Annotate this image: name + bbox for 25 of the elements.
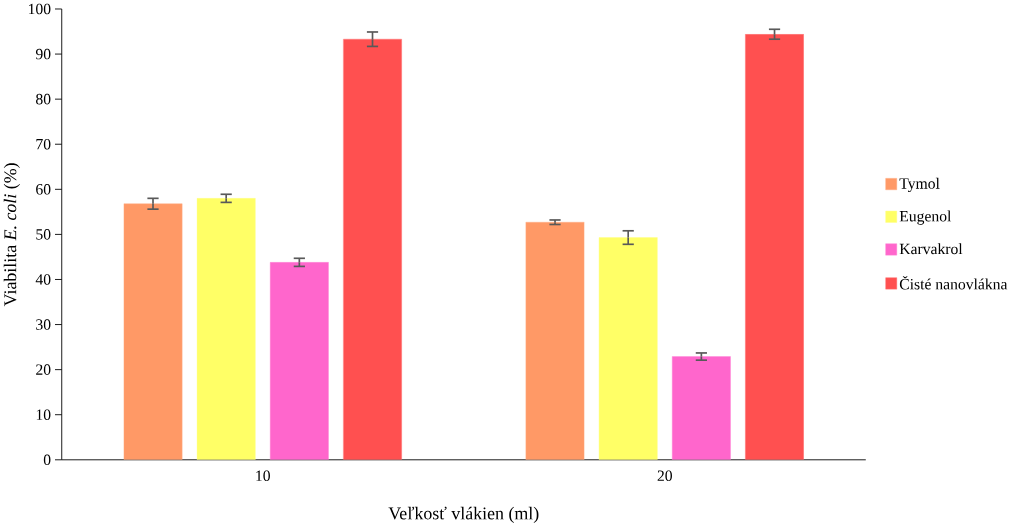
y-tick-label: 90 — [35, 48, 51, 60]
bar — [343, 39, 402, 460]
bar — [196, 198, 256, 460]
legend-label: Tymol — [899, 177, 940, 193]
bar — [671, 356, 731, 460]
y-tick-label: 20 — [36, 364, 51, 376]
y-tick-label: 10 — [36, 409, 51, 421]
y-tick-label: 70 — [36, 139, 51, 150]
y-tick-label: 40 — [35, 274, 51, 285]
y-tick-label: 30 — [36, 319, 51, 330]
legend-label: Čisté nanovlákna — [899, 275, 1008, 290]
bar — [745, 34, 804, 460]
y-axis-title: Viabilita E. coli (%) — [3, 163, 20, 307]
y-tick-label: 60 — [36, 184, 51, 195]
bar — [525, 222, 585, 460]
bar — [123, 203, 183, 460]
legend-label: Eugenol — [899, 210, 952, 225]
legend-label: Karvakrol — [899, 243, 963, 255]
y-tick-label: 50 — [36, 229, 51, 240]
y-tick-label: 100 — [28, 3, 51, 15]
bar — [269, 262, 329, 460]
bar — [598, 237, 658, 460]
x-axis-title: Veľkosť vlákien (ml) — [388, 506, 539, 524]
y-tick-label: 80 — [36, 93, 51, 105]
y-tick-label: 0 — [43, 454, 51, 466]
